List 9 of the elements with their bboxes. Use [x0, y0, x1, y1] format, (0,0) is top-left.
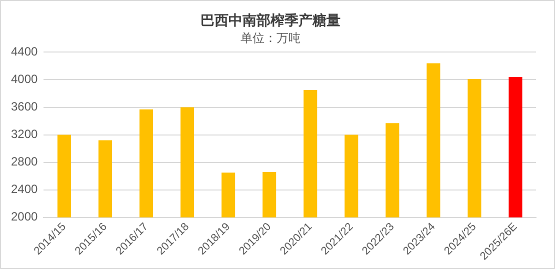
y-tick-label: 4400 — [10, 44, 38, 59]
y-tick-label: 4000 — [10, 72, 38, 86]
y-tick-label: 2800 — [10, 154, 38, 169]
y-tick-label: 2000 — [10, 210, 38, 224]
chart-title: 巴西中南部榨季产糖量 — [200, 12, 340, 30]
y-tick-label: 3200 — [10, 127, 38, 142]
y-tick-label: 2400 — [10, 182, 38, 196]
chart-subtitle: 单位：万吨 — [240, 31, 300, 46]
y-tick-label: 3600 — [10, 100, 38, 114]
